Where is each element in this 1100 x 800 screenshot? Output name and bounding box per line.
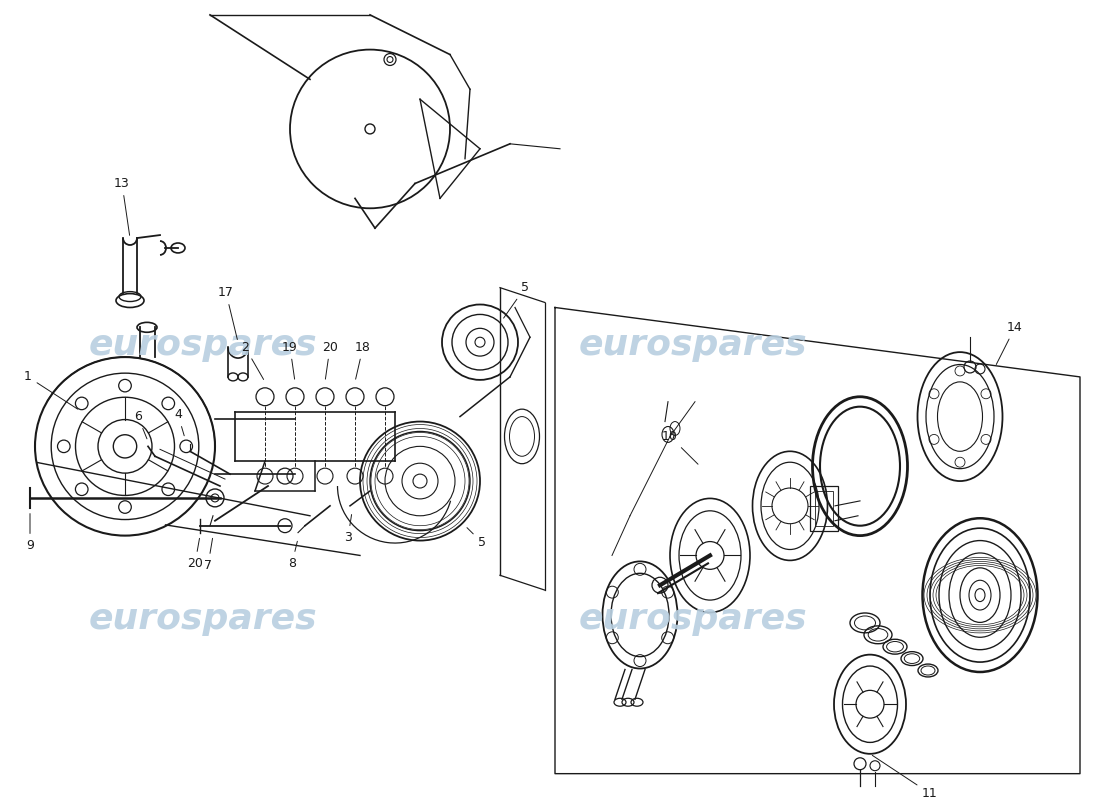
Text: eurospares: eurospares	[579, 602, 807, 636]
Text: 6: 6	[134, 410, 147, 439]
Text: 3: 3	[344, 514, 352, 544]
Text: 5: 5	[504, 281, 529, 318]
Text: 11: 11	[872, 755, 938, 800]
Text: eurospares: eurospares	[89, 328, 318, 362]
Text: eurospares: eurospares	[579, 328, 807, 362]
Text: 20: 20	[187, 538, 202, 570]
Text: 20: 20	[322, 341, 338, 379]
Text: eurospares: eurospares	[89, 602, 318, 636]
Text: 17: 17	[218, 286, 238, 339]
Text: 5: 5	[468, 528, 486, 549]
Bar	[810, 486, 838, 530]
Text: 2: 2	[241, 341, 264, 379]
Text: 9: 9	[26, 514, 34, 552]
Text: 1: 1	[24, 370, 78, 409]
Text: 4: 4	[174, 408, 184, 436]
Bar	[815, 491, 833, 526]
Text: 8: 8	[288, 542, 297, 570]
Text: 7: 7	[204, 538, 212, 572]
Text: 10: 10	[662, 430, 698, 464]
Text: 19: 19	[282, 341, 298, 379]
Text: 18: 18	[355, 341, 371, 379]
Text: 14: 14	[997, 321, 1023, 365]
Text: 13: 13	[114, 177, 130, 235]
